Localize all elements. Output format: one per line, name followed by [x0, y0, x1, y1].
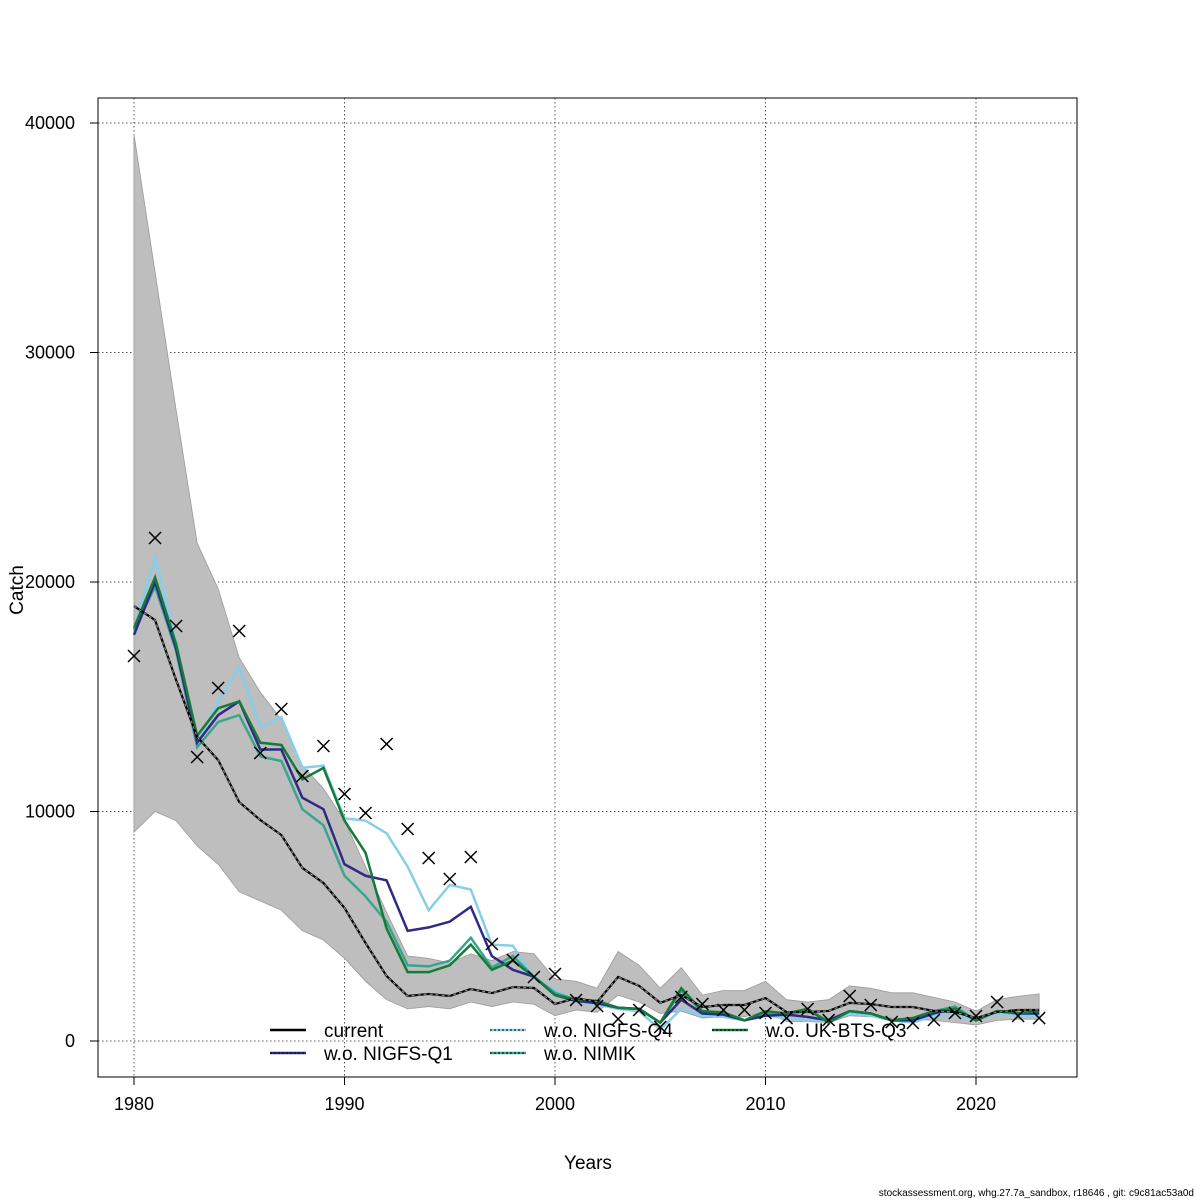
observed-point [948, 1006, 962, 1020]
observed-point [569, 993, 583, 1007]
confidence-band [133, 134, 1040, 1026]
observed-point [843, 989, 857, 1003]
y-tick-label: 10000 [25, 802, 75, 822]
x-axis-label: Years [564, 1153, 612, 1174]
y-tick-label: 40000 [25, 113, 75, 133]
observed-point [464, 850, 478, 864]
plot-frame [97, 97, 1078, 1078]
series-line-current-dots [133, 605, 1040, 1019]
observed-point [401, 822, 415, 836]
y-tick-label: 20000 [25, 572, 75, 592]
observed-point [169, 619, 183, 633]
observed-point [337, 787, 352, 801]
observed-points [127, 531, 1046, 1034]
legend-label-w-o-nigfs-q4: w.o. NIGFS-Q4 [543, 1021, 673, 1042]
observed-point [801, 1002, 815, 1016]
observed-point [716, 1003, 730, 1017]
observed-point [380, 737, 394, 751]
legend-label-w-o-nigfs-q1: w.o. NIGFS-Q1 [323, 1044, 453, 1065]
observed-point [253, 746, 267, 760]
observed-point [758, 1006, 773, 1020]
legend-label-w-o-uk-bts-q3: w.o. UK-BTS-Q3 [765, 1021, 906, 1042]
observed-point [632, 1003, 646, 1017]
observed-point [548, 967, 562, 981]
x-tick-label: 1990 [324, 1094, 364, 1114]
observed-point [822, 1013, 836, 1027]
grid [98, 98, 1077, 1077]
observed-point [190, 750, 204, 764]
observed-point [527, 970, 541, 984]
observed-point [485, 937, 499, 951]
observed-point [443, 872, 457, 886]
x-tick-label: 2000 [535, 1094, 575, 1114]
x-tick-label: 1980 [114, 1094, 154, 1114]
observed-point [127, 649, 141, 663]
observed-point [1011, 1009, 1025, 1023]
observed-point [211, 681, 225, 695]
observed-point [506, 953, 520, 967]
observed-point [590, 999, 604, 1013]
x-tick-label: 2010 [745, 1094, 785, 1114]
y-axis-label: Catch [7, 565, 28, 615]
observed-point [906, 1016, 920, 1030]
observed-point [990, 995, 1004, 1009]
y-axis: 0 10000 20000 30000 40000 [25, 113, 98, 1051]
observed-point [927, 1013, 941, 1027]
observed-point [780, 1011, 794, 1025]
observed-point [274, 702, 288, 716]
y-tick-label: 30000 [25, 343, 75, 363]
legend-label-w-o-nimik: w.o. NIMIK [543, 1044, 636, 1065]
observed-point [674, 990, 688, 1004]
legend-label-current: current [324, 1021, 384, 1042]
observed-point [864, 998, 878, 1012]
y-tick-label: 0 [65, 1031, 75, 1051]
observed-point [148, 531, 162, 545]
observed-point [653, 1020, 667, 1034]
observed-point [695, 997, 709, 1011]
x-axis: 1980 1990 2000 2010 2020 [114, 1077, 996, 1114]
observed-point [232, 624, 246, 638]
observed-point [295, 769, 309, 783]
observed-point [611, 1012, 625, 1026]
observed-point [359, 806, 373, 820]
observed-point [885, 1015, 899, 1029]
observed-point [316, 739, 330, 753]
observed-point [737, 1003, 751, 1017]
footer-text: stockassessment.org, whg.27.7a_sandbox, … [879, 1188, 1194, 1199]
observed-point [969, 1009, 983, 1023]
observed-point [1032, 1011, 1046, 1025]
confidence-band-area [133, 134, 1040, 1026]
x-tick-label: 2020 [956, 1094, 996, 1114]
observed-point [422, 851, 436, 865]
